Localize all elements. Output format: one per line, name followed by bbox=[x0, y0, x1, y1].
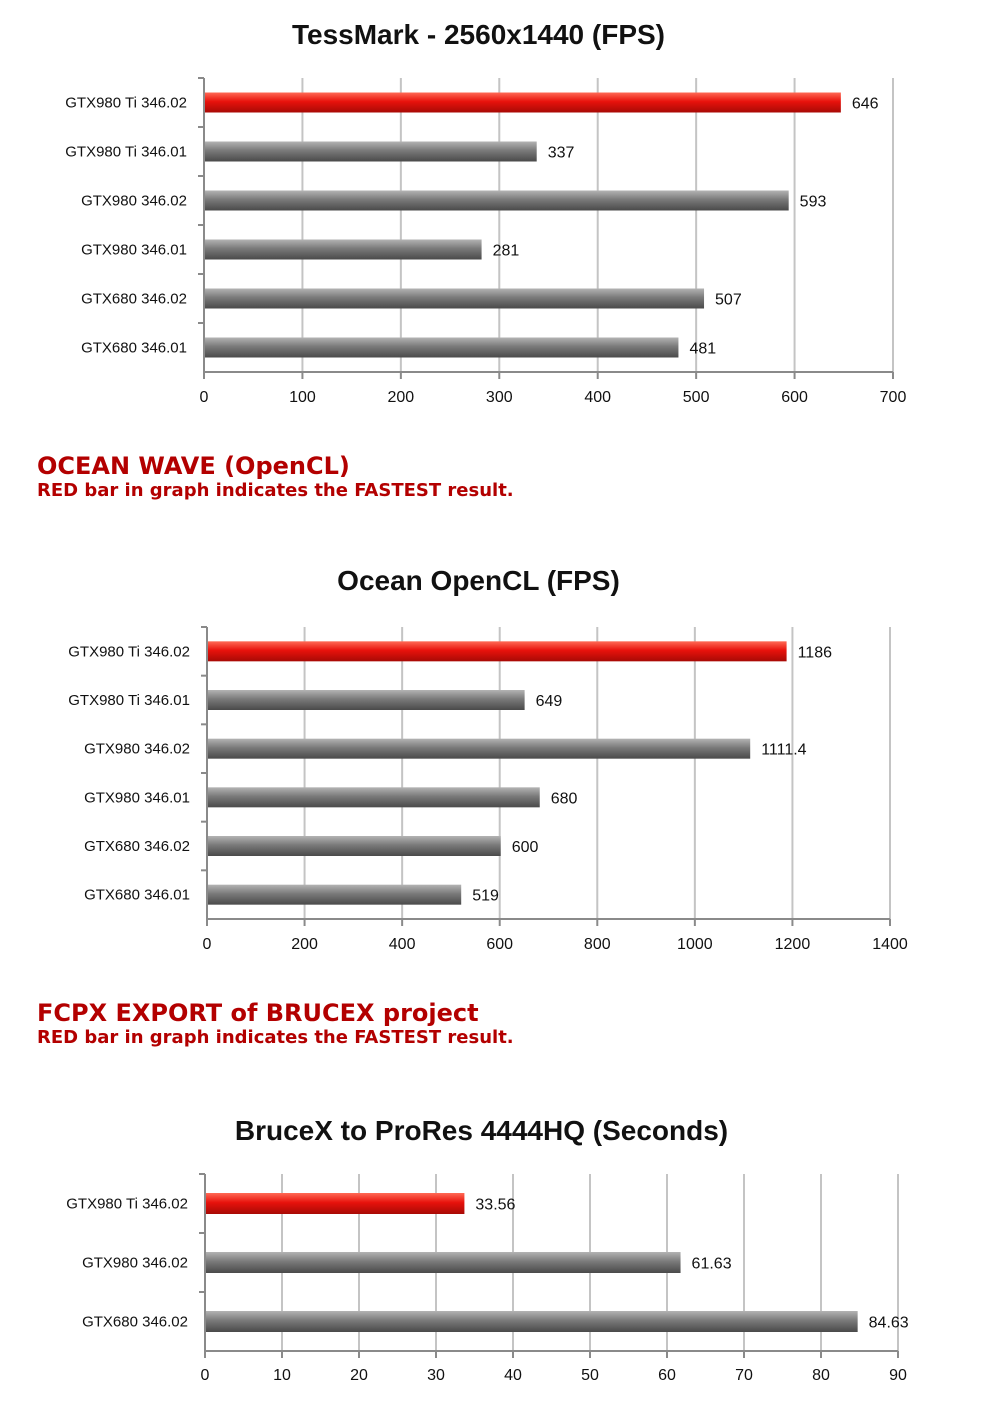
x-tick-label: 1400 bbox=[872, 936, 908, 953]
bar bbox=[208, 884, 462, 905]
x-tick-label: 200 bbox=[291, 936, 318, 953]
bar bbox=[206, 1311, 858, 1332]
data-label: 84.63 bbox=[869, 1315, 909, 1332]
data-label: 646 bbox=[852, 96, 879, 113]
data-label: 680 bbox=[551, 790, 578, 807]
x-tick-label: 40 bbox=[504, 1367, 522, 1384]
ocean-opencl-chart: Ocean OpenCL (FPS) 0 200 400 600 800 1000 1200 1… bbox=[68, 565, 908, 953]
category-label: GTX980 Ti 346.02 bbox=[66, 1196, 188, 1213]
bar bbox=[208, 836, 501, 856]
x-tick-label: 400 bbox=[389, 936, 416, 953]
bar bbox=[208, 787, 540, 808]
section-title: OCEAN WAVE (OpenCL) bbox=[37, 452, 350, 480]
x-tick-label: 400 bbox=[584, 389, 611, 406]
data-label: 1111.4 bbox=[761, 742, 806, 759]
x-tick-label: 50 bbox=[581, 1367, 599, 1384]
category-label: GTX680 346.01 bbox=[84, 887, 190, 904]
data-label: 593 bbox=[800, 194, 827, 211]
category-label: GTX680 346.02 bbox=[82, 1314, 188, 1331]
x-tick-label: 700 bbox=[880, 389, 907, 406]
brucex-chart: BruceX to ProRes 4444HQ (Seconds) 0 10 20 30… bbox=[66, 1115, 909, 1384]
category-label: GTX980 346.02 bbox=[82, 1255, 188, 1272]
x-tick-label: 1000 bbox=[677, 936, 713, 953]
data-label: 1186 bbox=[798, 644, 833, 661]
x-tick-label: 600 bbox=[781, 389, 808, 406]
category-label: GTX680 346.02 bbox=[84, 838, 190, 855]
x-tick-label: 0 bbox=[201, 1367, 210, 1384]
x-tick-label: 100 bbox=[289, 389, 316, 406]
x-tick-label: 20 bbox=[350, 1367, 368, 1384]
x-tick-label: 1200 bbox=[775, 936, 811, 953]
x-tick-label: 300 bbox=[486, 389, 513, 406]
category-label: GTX980 346.01 bbox=[84, 789, 190, 806]
category-label: GTX980 Ti 346.01 bbox=[65, 144, 187, 161]
category-label: GTX680 346.02 bbox=[81, 291, 187, 308]
tessmark-chart: TessMark - 2560x1440 (FPS) 0 100 200 300 400 5… bbox=[65, 19, 907, 406]
x-tick-label: 800 bbox=[584, 936, 611, 953]
x-tick-label: 70 bbox=[735, 1367, 753, 1384]
x-tick-label: 600 bbox=[486, 936, 513, 953]
bar bbox=[205, 288, 705, 309]
category-label: GTX980 Ti 346.02 bbox=[68, 643, 190, 660]
x-tick-label: 30 bbox=[427, 1367, 445, 1384]
bar bbox=[205, 190, 789, 211]
x-tick-label: 0 bbox=[203, 936, 212, 953]
category-label: GTX980 346.02 bbox=[84, 741, 190, 758]
bar bbox=[206, 1252, 681, 1273]
category-label: GTX980 Ti 346.02 bbox=[65, 95, 187, 112]
data-label: 649 bbox=[536, 693, 563, 710]
bar bbox=[205, 141, 537, 162]
category-label: GTX680 346.01 bbox=[81, 340, 187, 357]
section-title: FCPX EXPORT of BRUCEX project bbox=[37, 999, 479, 1027]
x-tick-label: 10 bbox=[273, 1367, 291, 1384]
x-tick-label: 90 bbox=[889, 1367, 907, 1384]
bar-fastest bbox=[206, 1193, 465, 1214]
data-label: 33.56 bbox=[475, 1197, 515, 1214]
section-heading-fcpx-export: FCPX EXPORT of BRUCEX project RED bar in… bbox=[37, 999, 514, 1049]
bar bbox=[208, 690, 525, 710]
x-tick-label: 200 bbox=[388, 389, 415, 406]
chart-title: TessMark - 2560x1440 (FPS) bbox=[292, 19, 665, 50]
chart-title: BruceX to ProRes 4444HQ (Seconds) bbox=[235, 1115, 728, 1146]
section-heading-ocean-wave: OCEAN WAVE (OpenCL) RED bar in graph ind… bbox=[37, 452, 514, 502]
bar bbox=[208, 738, 751, 759]
section-note: RED bar in graph indicates the FASTEST r… bbox=[37, 1027, 514, 1048]
x-tick-label: 60 bbox=[658, 1367, 676, 1384]
data-label: 337 bbox=[548, 145, 575, 162]
x-tick-label: 80 bbox=[812, 1367, 830, 1384]
bar-fastest bbox=[205, 92, 841, 113]
x-tick-label: 0 bbox=[200, 389, 209, 406]
x-tick-label: 500 bbox=[683, 389, 710, 406]
category-label: GTX980 Ti 346.01 bbox=[68, 692, 190, 709]
category-label: GTX980 346.01 bbox=[81, 242, 187, 259]
data-label: 600 bbox=[512, 839, 539, 856]
category-label: GTX980 346.02 bbox=[81, 193, 187, 210]
data-label: 481 bbox=[689, 341, 716, 358]
data-label: 519 bbox=[472, 888, 499, 905]
chart-title: Ocean OpenCL (FPS) bbox=[337, 565, 620, 596]
data-label: 61.63 bbox=[692, 1256, 732, 1273]
bar bbox=[205, 337, 679, 358]
bar-fastest bbox=[208, 641, 787, 662]
bar bbox=[205, 239, 482, 260]
section-note: RED bar in graph indicates the FASTEST r… bbox=[37, 480, 514, 501]
data-label: 281 bbox=[493, 243, 520, 260]
data-label: 507 bbox=[715, 292, 742, 309]
